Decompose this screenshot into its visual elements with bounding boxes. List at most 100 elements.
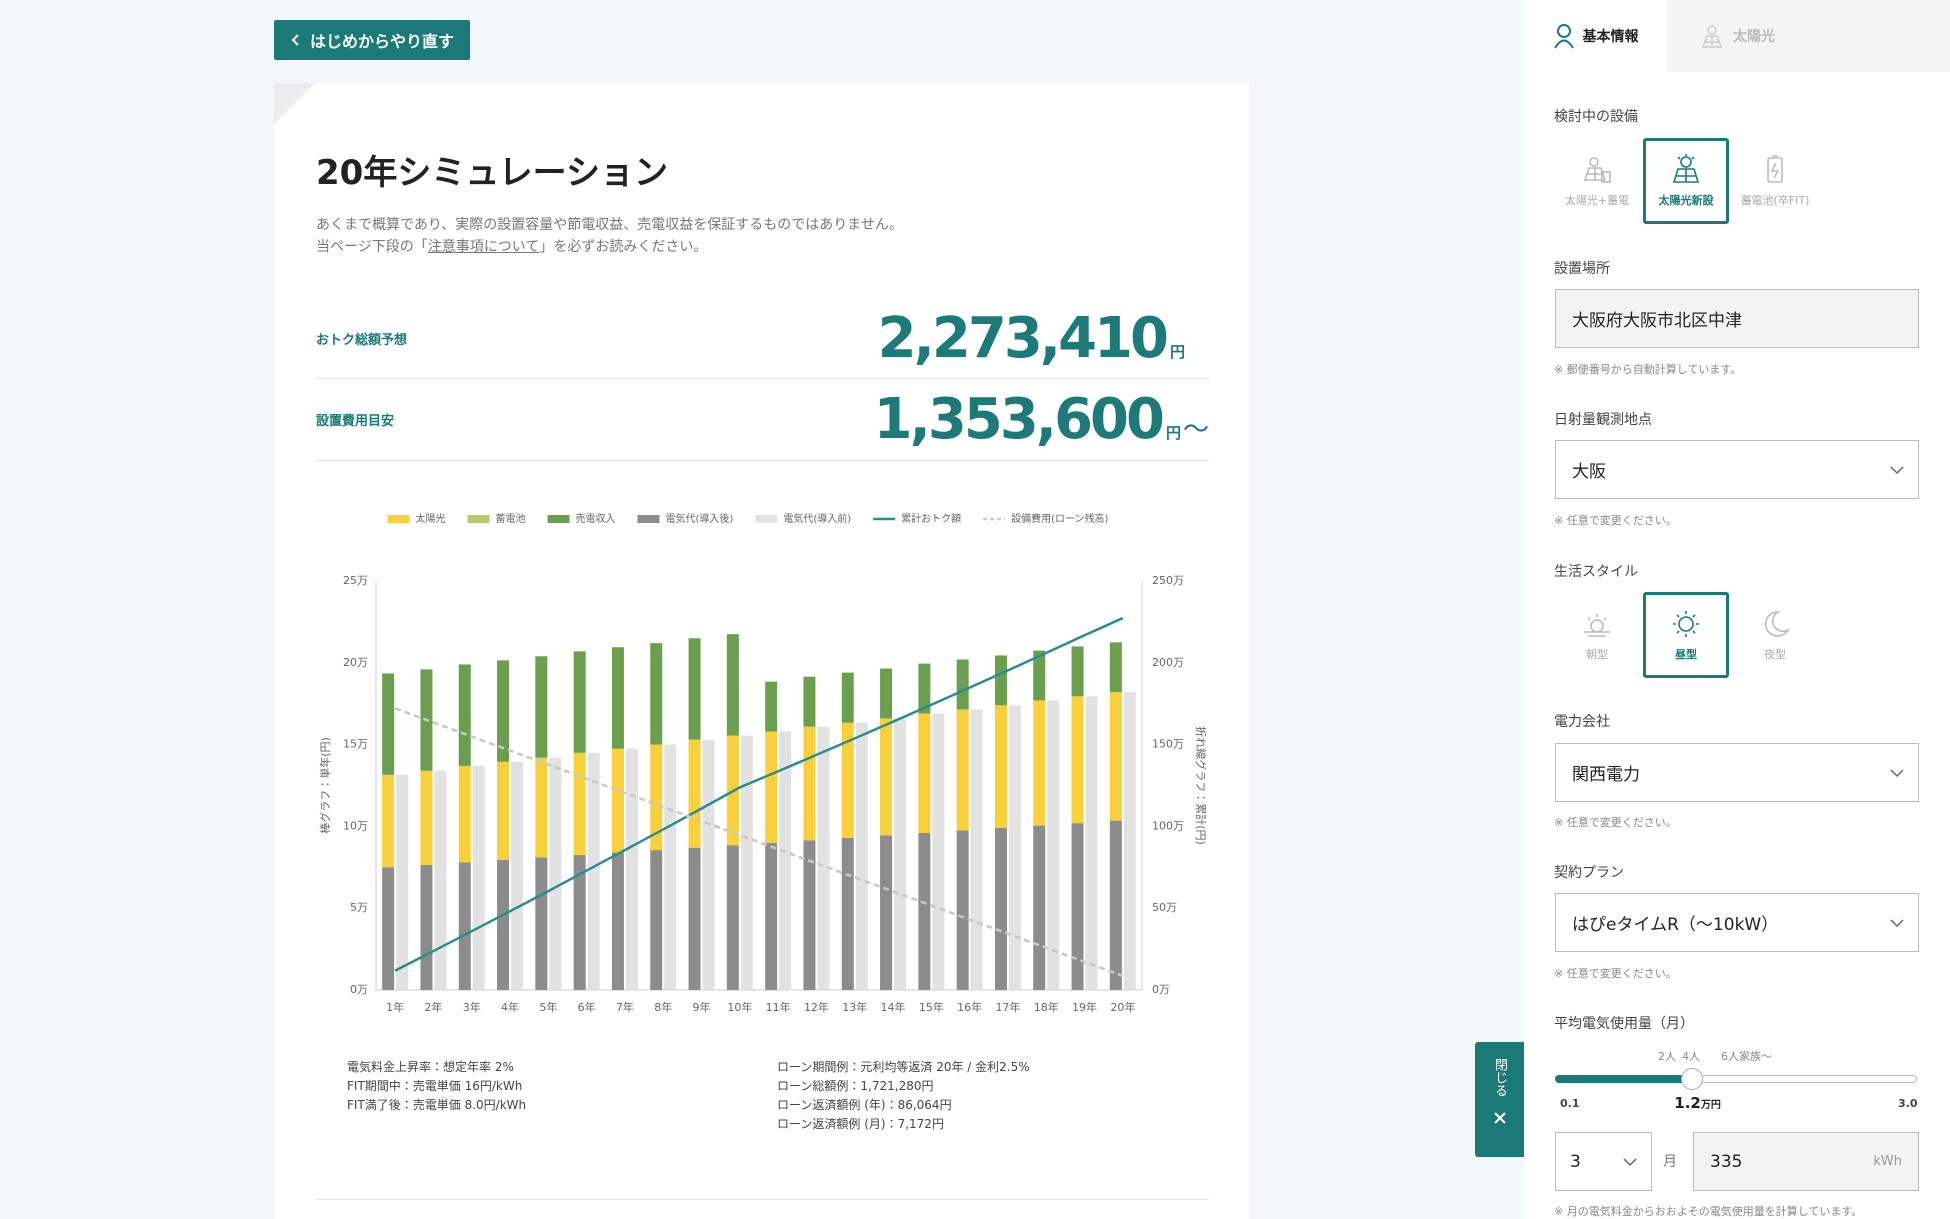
bar-segment — [420, 864, 433, 990]
assumption: FIT期間中：売電単価 16円/kWh — [347, 1079, 523, 1093]
amount: 2,273,410 — [877, 305, 1169, 371]
bar-segment — [841, 722, 854, 838]
field-label: 設置場所 — [1554, 261, 1610, 277]
option[interactable]: 朝型 — [1554, 592, 1640, 678]
chevron-icon — [1890, 466, 1904, 475]
legend: 太陽光 蓄電池 売電収入 電気代(導入後) 電気代(導入前) 累計おトク額 設備費用(ローン… — [387, 512, 1109, 525]
x-tick-label: 8年 — [654, 1000, 672, 1014]
bar-segment — [650, 850, 663, 990]
line — [394, 616, 1124, 972]
bar — [1085, 696, 1098, 990]
divider — [316, 1199, 1209, 1200]
select-value: 関西電力 — [1572, 765, 1640, 785]
bar-segment — [918, 832, 931, 990]
summary-value: 2,273,410 円 — [878, 306, 1209, 371]
assumptions-left: 電気料金上昇率：想定年率 2% FIT期間中：売電単価 16円/kWh FIT満了後… — [347, 1058, 526, 1115]
location-input[interactable]: 大阪府大阪市北区中津 — [1555, 289, 1919, 348]
option[interactable]: 太陽光+蓄電 — [1554, 138, 1640, 224]
bar — [855, 722, 868, 990]
bar — [932, 713, 945, 990]
field-note: ※ 月の電気料金からおおよその電気使用量を計算しています。 — [1554, 1205, 1863, 1218]
y2-axis-title: 折れ線グラフ：累計(円) — [1194, 726, 1208, 845]
assumptions-right: ローン期間例：元利均等返済 20年 / 金利2.5% ローン総額例：1,721,2… — [777, 1058, 1030, 1134]
bar-segment — [841, 837, 854, 990]
bar-segment — [765, 731, 778, 843]
y-tick-label: 15万 — [343, 738, 368, 751]
y-tick-label: 25万 — [343, 574, 368, 587]
bar — [740, 735, 753, 990]
notice-link[interactable]: 注意事項について — [427, 239, 540, 255]
bar-segment — [420, 770, 433, 865]
slider-thumb[interactable] — [1681, 1068, 1704, 1090]
x-tick-label: 10年 — [727, 1000, 752, 1014]
summary-label: おトク総額予想 — [316, 332, 408, 348]
tab-label: 基本情報 — [1582, 29, 1639, 45]
legend-label: 太陽光 — [416, 512, 446, 525]
option-label: 昼型 — [1675, 648, 1697, 661]
company-select[interactable]: 関西電力 — [1555, 743, 1919, 802]
assumption: ローン返済額例 (月)：7,172円 — [777, 1117, 944, 1131]
bar — [472, 765, 485, 990]
field-label: 平均電気使用量（月） — [1554, 1016, 1694, 1032]
month-unit: 月 — [1663, 1154, 1677, 1170]
bar-segment — [1109, 820, 1122, 990]
select-value: 3 — [1570, 1151, 1581, 1172]
bar-segment — [650, 643, 663, 745]
description: 当ページ下段の「注意事項について」を必ずお読みください。 — [316, 236, 707, 256]
bar-segment — [1071, 646, 1084, 697]
legend-swatch — [547, 515, 570, 523]
x-tick-label: 11年 — [766, 1000, 791, 1014]
y2-tick-label: 100万 — [1152, 819, 1184, 832]
plan-select[interactable]: はぴeタイムR（〜10kW） — [1555, 893, 1919, 952]
select-value: はぴeタイムR（〜10kW） — [1572, 915, 1779, 935]
option[interactable]: 太陽光新設 — [1643, 138, 1729, 224]
option[interactable]: 夜型 — [1732, 592, 1818, 678]
input-value: 335 — [1710, 1151, 1743, 1172]
bar-segment — [497, 859, 510, 990]
kwh-input[interactable]: 335 kWh — [1693, 1132, 1919, 1191]
y-tick-label: 5万 — [350, 901, 368, 914]
bar-segment — [726, 845, 739, 990]
bar-segment — [1109, 692, 1122, 821]
back-button[interactable]: はじめからやり直す — [274, 20, 470, 60]
bar-segment — [458, 664, 471, 766]
suffix: 〜 — [1182, 415, 1209, 445]
month-select[interactable]: 3 — [1555, 1132, 1652, 1191]
option[interactable]: 昼型 — [1643, 592, 1729, 678]
legend-label: 蓄電池 — [496, 512, 526, 525]
field-label: 検討中の設備 — [1554, 109, 1638, 125]
text: 当ページ下段の「 — [316, 239, 428, 255]
y-tick-label: 20万 — [343, 656, 368, 669]
option-icon — [1583, 157, 1611, 183]
field-note: ※ 郵便番号から自動計算しています。 — [1554, 363, 1742, 376]
tab-active[interactable]: 基本情報 — [1524, 0, 1667, 72]
station-select[interactable]: 大阪 — [1555, 440, 1919, 499]
bar-segment — [573, 855, 586, 990]
bar-segment — [726, 634, 739, 736]
bar-segment — [956, 709, 969, 831]
y2-tick-label: 250万 — [1152, 574, 1184, 587]
chart: 0万 5万 10万 15万 20万 25万 0万 50万 100万 150万 200万 250万棒グラ… — [318, 512, 1208, 1014]
close-button[interactable]: 閉じる — [1475, 1042, 1524, 1157]
summary-row: 設置費用目安 1,353,600 円〜 — [316, 379, 1209, 461]
field-label: 生活スタイル — [1554, 564, 1638, 580]
bar-segment — [1033, 700, 1046, 826]
bar-segment — [497, 660, 510, 762]
card-fold — [274, 83, 315, 124]
assumption: 電気料金上昇率：想定年率 2% — [347, 1060, 514, 1074]
x-tick-label: 5年 — [539, 1000, 557, 1014]
bar — [817, 726, 830, 990]
amount: 1,353,600 — [873, 387, 1165, 452]
field-label: 契約プラン — [1554, 865, 1624, 881]
x-tick-label: 3年 — [463, 1000, 481, 1014]
unit: 円 — [1165, 424, 1181, 442]
solar-icon — [1701, 25, 1723, 48]
bar-segment — [611, 852, 624, 990]
bar-segment — [765, 681, 778, 732]
bar — [702, 739, 715, 990]
option[interactable]: 蓄電池(卒FIT) — [1732, 138, 1818, 224]
tab[interactable]: 太陽光 — [1667, 0, 1950, 72]
legend-label: 売電収入 — [576, 512, 616, 525]
bar-segment — [994, 655, 1007, 706]
